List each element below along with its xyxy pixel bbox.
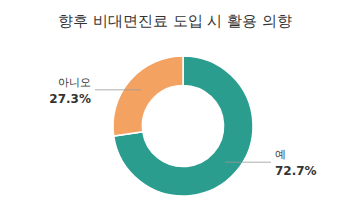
category-label: 예 <box>275 148 286 161</box>
data-label: 72.7% <box>275 164 317 178</box>
data-label: 27.3% <box>49 92 91 106</box>
labels: 예 72.7% 아니오 27.3% <box>49 76 316 178</box>
leader-line <box>95 89 141 90</box>
donut <box>113 56 253 196</box>
title: 향후 비대면진료 도입 시 활용 의향 <box>58 12 292 30</box>
slice <box>113 56 183 136</box>
category-label: 아니오 <box>58 76 91 89</box>
chart: 향후 비대면진료 도입 시 활용 의향예 72.7% 아니오 27.3% <box>0 0 350 216</box>
slice <box>114 56 253 196</box>
leader-line <box>225 162 271 163</box>
